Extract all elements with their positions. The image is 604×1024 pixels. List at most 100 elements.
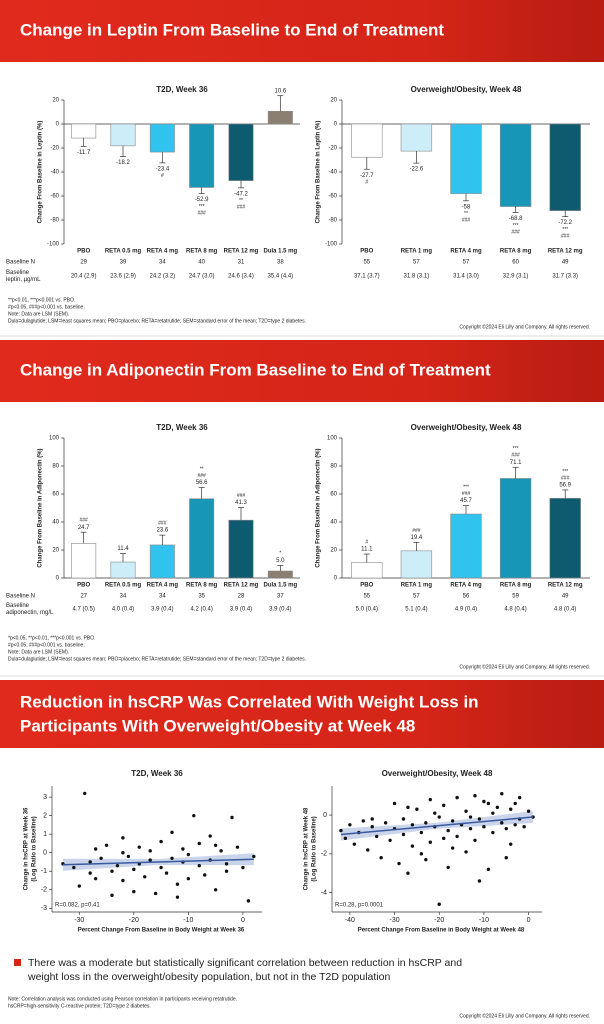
value-label: 56.6	[196, 480, 208, 486]
point	[88, 860, 92, 864]
baseline-n: 49	[562, 260, 569, 266]
point	[370, 825, 374, 829]
baseline-n: 55	[363, 260, 370, 266]
point	[219, 849, 223, 853]
point	[153, 891, 158, 896]
x-tick-label: PBO	[77, 249, 90, 255]
y-tick-label: -4	[321, 889, 327, 896]
y-tick-label: -2	[41, 887, 47, 894]
baseline-n: 57	[413, 594, 420, 600]
bar	[228, 519, 254, 579]
baseline-value: 3.9 (0.4)	[230, 607, 252, 613]
bar	[189, 498, 215, 579]
copyright: Copyright ©2024 Eli Lilly and Company. A…	[459, 323, 590, 330]
chart-title: T2D, Week 36	[156, 423, 208, 432]
x-tick-label: RETA 8 mg	[186, 249, 218, 255]
x-tick-label: Dula 1.5 mg	[263, 583, 297, 589]
baseline-value: 24.6 (3.4)	[228, 274, 254, 280]
y-tick-label: 60	[52, 492, 59, 498]
y-axis-label: Change From Baseline in Adiponectin (%)	[316, 448, 322, 567]
section-title: Change in Leptin From Baseline to End of…	[20, 20, 444, 39]
y-tick-label: 2	[43, 812, 47, 819]
chart-title: T2D, Week 36	[131, 769, 183, 778]
y-tick-label: -2	[321, 851, 327, 858]
baseline-n: 34	[120, 594, 127, 600]
value-label: 11.1	[361, 547, 373, 553]
point	[241, 865, 245, 870]
y-tick-label: 80	[52, 464, 59, 470]
point	[192, 813, 196, 818]
y-axis-label: Change From Baseline in Leptin (%)	[316, 121, 322, 224]
baseline-n: 34	[159, 260, 166, 266]
annotation: ###	[462, 218, 471, 224]
annotation: ###	[511, 453, 520, 459]
point	[450, 819, 455, 823]
point	[110, 869, 114, 873]
baseline-n: 34	[159, 594, 166, 600]
footnote: Note: Data are LSM (SEM).	[8, 311, 69, 317]
row-label: Baseline N	[6, 594, 35, 600]
footnote: Dula=dulaglutide; LSM=least squares mean…	[8, 656, 306, 662]
y-tick-label: 40	[330, 520, 337, 526]
bar	[499, 123, 532, 207]
value-label: 41.3	[235, 500, 247, 506]
annotation: *	[279, 551, 281, 557]
y-tick-label: 100	[49, 436, 60, 442]
y-tick-label: -40	[50, 170, 59, 176]
baseline-n: 59	[512, 594, 519, 600]
bullet-text: There was a moderate but statistically s…	[28, 957, 462, 969]
y-tick-label: 20	[330, 548, 337, 554]
bar	[267, 570, 293, 579]
baseline-n: 28	[238, 594, 245, 600]
x-tick-label: -10	[183, 917, 193, 924]
annotation: #	[161, 173, 164, 179]
baseline-value: 20.4 (2.9)	[71, 274, 97, 280]
annotation: ###	[412, 528, 421, 534]
x-tick-label: PBO	[77, 583, 90, 589]
x-tick-label: -30	[74, 917, 84, 924]
x-tick-label: PBO	[360, 583, 373, 589]
bar	[400, 123, 433, 152]
value-label: -47.2	[234, 191, 248, 197]
row-label: Baseline	[6, 270, 30, 276]
footnote: #p<0.05, ###p<0.001 vs. baseline.	[8, 642, 85, 648]
x-tick-label: RETA 12 mg	[224, 583, 259, 589]
point	[504, 826, 508, 831]
y-tick-label: -60	[50, 194, 59, 200]
x-tick-label: -40	[345, 917, 355, 924]
annotation: ###	[462, 491, 471, 497]
value-label: -18.2	[116, 160, 130, 166]
point	[397, 861, 401, 866]
bar	[71, 123, 97, 139]
baseline-n: 49	[562, 594, 569, 600]
value-label: -52.9	[195, 197, 209, 203]
point	[504, 856, 508, 860]
y-tick-label: 100	[327, 436, 338, 442]
point	[446, 828, 450, 833]
value-label: -58	[462, 204, 471, 210]
baseline-n: 57	[413, 260, 420, 266]
point	[175, 882, 180, 886]
y-axis-label: (Log Ratio to Baseline)	[32, 816, 38, 881]
annotation: ***	[513, 446, 519, 452]
point	[491, 811, 495, 815]
annotation: ###	[561, 475, 570, 481]
y-tick-label: 0	[43, 850, 47, 857]
y-axis-label: Change From Baseline in Adiponectin (%)	[38, 448, 44, 567]
stats-label: R=0.28, p=0.0001	[335, 903, 384, 909]
value-label: 10.6	[274, 88, 286, 94]
annotation: **	[239, 198, 243, 204]
bar	[228, 123, 254, 181]
point	[482, 799, 486, 804]
baseline-value: 3.9 (0.4)	[269, 607, 291, 613]
footnote: *p<0.05, **p<0.01, ***p<0.001 vs. PBO.	[8, 635, 95, 641]
x-tick-label: RETA 4 mg	[450, 249, 482, 255]
baseline-value: 4.9 (0.4)	[455, 607, 477, 613]
point	[509, 807, 513, 811]
x-tick-label: RETA 4 mg	[450, 583, 482, 589]
x-tick-label: RETA 12 mg	[548, 583, 583, 589]
x-tick-label: RETA 4 mg	[147, 249, 179, 255]
annotation: ###	[197, 210, 206, 216]
x-tick-label: RETA 0.5 mg	[105, 249, 142, 255]
y-tick-label: -20	[50, 146, 59, 152]
